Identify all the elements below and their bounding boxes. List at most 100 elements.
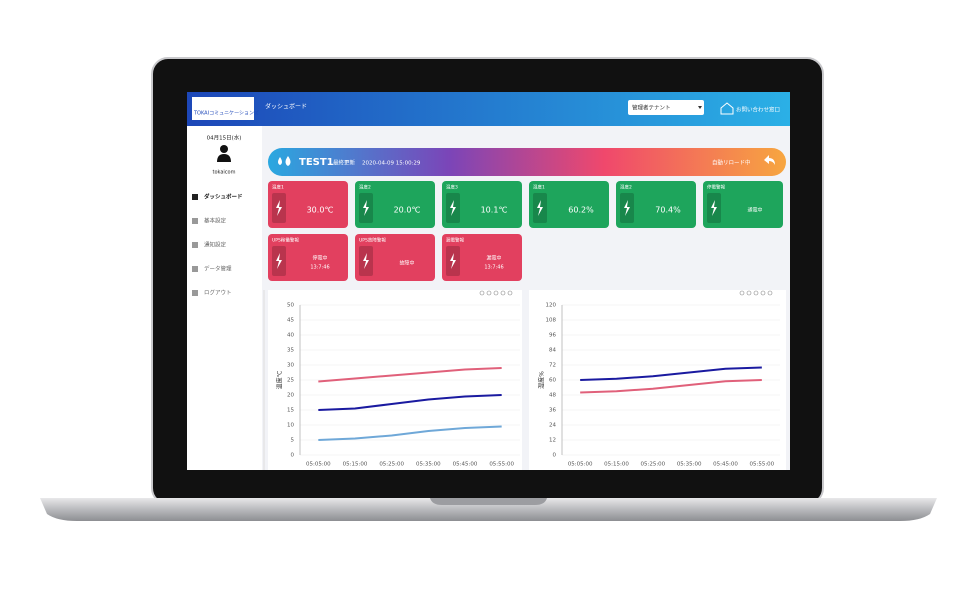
card — [268, 234, 348, 281]
card-label: 温度2 — [359, 184, 371, 191]
menu-item[interactable]: 基本設定 — [204, 217, 227, 225]
card-value: 20.0℃ — [394, 206, 421, 215]
drop-icon — [278, 156, 291, 166]
updated: 2020-04-09 15:00:29 — [362, 161, 421, 167]
x-tick-label: 05:05:00 — [568, 462, 593, 468]
card-icon — [711, 200, 717, 216]
y-tick-label: 25 — [287, 378, 294, 384]
card-time: 13:7:46 — [310, 265, 329, 271]
toolbar-icon[interactable] — [507, 290, 513, 296]
contact[interactable]: お問い合わせ窓口 — [736, 106, 780, 114]
x-tick-label: 05:35:00 — [677, 462, 702, 468]
toolbar-icon[interactable] — [500, 290, 506, 296]
card-label: 停電警報 — [707, 184, 725, 191]
card-label: UPS稼働警報 — [272, 237, 299, 244]
menu-icon — [192, 266, 198, 272]
card-label: 湿度2 — [620, 184, 632, 191]
series-line — [318, 394, 502, 411]
card — [616, 181, 696, 228]
card-label: 温度3 — [446, 184, 458, 191]
toolbar-icon[interactable] — [746, 290, 752, 296]
menu-item[interactable]: ダッシュボード — [204, 193, 243, 201]
y-tick-label: 40 — [287, 333, 294, 339]
card-label: 漏電警報 — [446, 237, 464, 244]
card — [529, 181, 609, 228]
x-tick-label: 05:25:00 — [379, 462, 404, 468]
card-icon — [450, 253, 456, 269]
card — [442, 181, 522, 228]
header-title: ダッシュボード — [265, 103, 307, 111]
y-tick-label: 72 — [549, 363, 556, 369]
back-icon[interactable] — [764, 155, 775, 165]
laptop-base — [40, 498, 937, 521]
reload[interactable]: 自動リロード中 — [712, 159, 751, 167]
x-tick-label: 05:15:00 — [604, 462, 629, 468]
toolbar-icon[interactable] — [753, 290, 759, 296]
y-tick-label: 84 — [549, 348, 556, 354]
menu-item[interactable]: ログアウト — [204, 289, 232, 297]
y-tick-label: 10 — [287, 423, 294, 429]
menu-icon — [192, 194, 198, 200]
menu-icon — [192, 290, 198, 296]
y-tick-label: 48 — [549, 393, 556, 399]
sidebar — [187, 126, 262, 470]
card — [268, 181, 348, 228]
y-tick-label: 20 — [287, 393, 294, 399]
y-tick-label: 60 — [549, 378, 556, 384]
card-icon — [537, 200, 543, 216]
y-tick-label: 36 — [549, 408, 556, 414]
toolbar-icon[interactable] — [739, 290, 745, 296]
y-tick-label: 35 — [287, 348, 294, 354]
x-tick-label: 05:35:00 — [416, 462, 441, 468]
toolbar-icon[interactable] — [486, 290, 492, 296]
card-value: 10.1℃ — [481, 206, 508, 215]
toolbar-icon[interactable] — [760, 290, 766, 296]
card-icon — [363, 200, 369, 216]
y-tick-label: 5 — [291, 438, 295, 444]
card-icon — [450, 200, 456, 216]
toolbar-icon[interactable] — [767, 290, 773, 296]
y-tick-label: 50 — [287, 303, 294, 309]
x-tick-label: 05:45:00 — [713, 462, 738, 468]
x-tick-label: 05:05:00 — [306, 462, 331, 468]
logo-box — [192, 97, 254, 120]
x-tick-label: 05:45:00 — [453, 462, 478, 468]
user-icon-body — [217, 154, 231, 162]
y-axis-label: 湿度% — [538, 371, 546, 389]
toolbar-icon[interactable] — [479, 290, 485, 296]
card-value: 30.0℃ — [307, 206, 334, 215]
notch — [430, 498, 547, 505]
panel-name: TEST1 — [299, 157, 334, 168]
card-label: 湿度1 — [533, 184, 545, 191]
y-tick-label: 0 — [553, 453, 557, 459]
updated-label: 最終更新 — [333, 159, 356, 167]
x-tick-label: 05:55:00 — [489, 462, 514, 468]
card-label: 温度1 — [272, 184, 284, 191]
y-tick-label: 12 — [549, 438, 556, 444]
card-value: 故障中 — [399, 260, 414, 267]
menu-icon — [192, 218, 198, 224]
toolbar-icon[interactable] — [493, 290, 499, 296]
menu-item[interactable]: 通知設定 — [204, 241, 227, 249]
tenant-select[interactable] — [628, 100, 704, 115]
tenant: 管理者テナント — [632, 104, 671, 112]
y-tick-label: 120 — [546, 303, 557, 309]
contact-icon — [720, 102, 734, 115]
card-time: 13:7:46 — [484, 265, 503, 271]
x-tick-label: 05:15:00 — [343, 462, 368, 468]
y-tick-label: 15 — [287, 408, 294, 414]
series-line — [580, 379, 762, 394]
menu-item[interactable]: データ管理 — [204, 265, 232, 273]
card — [442, 234, 522, 281]
card-icon — [276, 253, 282, 269]
user: tokaicom — [213, 170, 236, 176]
menu-icon — [192, 242, 198, 248]
x-tick-label: 05:25:00 — [640, 462, 665, 468]
date: 04月15日(水) — [207, 134, 242, 142]
series-line — [580, 366, 762, 381]
caret — [698, 106, 702, 109]
logo: TOKAIコミュニケーションズ — [193, 110, 259, 117]
card-value: 60.2% — [568, 206, 594, 215]
y-tick-label: 108 — [546, 318, 557, 324]
